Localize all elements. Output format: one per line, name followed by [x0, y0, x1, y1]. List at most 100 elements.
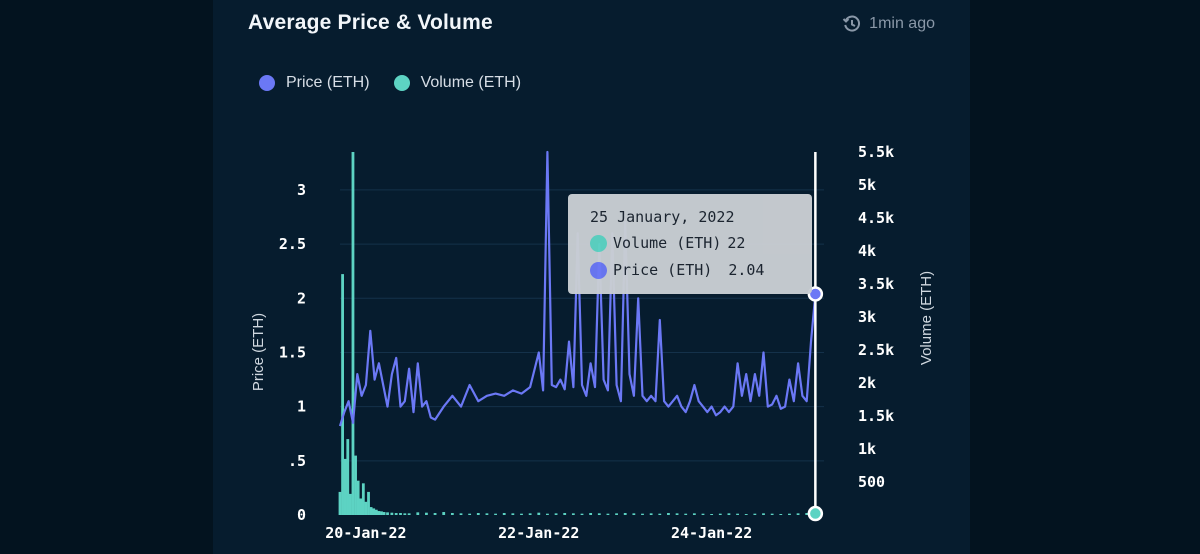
right-tick-label: 1.5k	[858, 407, 894, 425]
tooltip-volume-swatch	[590, 234, 607, 252]
left-tick-label: 2.5	[279, 235, 306, 253]
left-tick-label: 0	[297, 506, 306, 524]
volume-bar	[346, 439, 350, 515]
left-tick-label: 3	[297, 181, 306, 199]
right-tick-label: 4.5k	[858, 209, 894, 227]
volume-bar	[528, 513, 532, 515]
last-updated: 1min ago	[842, 14, 935, 34]
volume-bar	[563, 513, 567, 515]
tooltip-volume-row: Volume (ETH) 22	[590, 234, 745, 252]
price-volume-card: Average Price & Volume 1min ago Price (E…	[213, 0, 970, 554]
right-background	[970, 0, 1200, 554]
volume-bar	[494, 513, 497, 515]
volume-bar	[788, 513, 791, 515]
legend-item-volume[interactable]: Volume (ETH)	[393, 74, 522, 92]
volume-bar	[386, 512, 389, 515]
tooltip-volume-label: Volume (ETH)	[613, 234, 722, 252]
volume-bar	[356, 480, 360, 515]
volume-bar	[407, 513, 411, 515]
right-tick-label: 500	[858, 473, 885, 491]
volume-bar	[369, 507, 373, 515]
volume-bar	[649, 513, 653, 515]
volume-bar	[425, 512, 428, 515]
volume-bar	[736, 513, 739, 515]
volume-bar	[511, 513, 515, 515]
volume-bar	[468, 513, 472, 515]
history-clock-icon	[842, 15, 861, 32]
volume-bar	[359, 498, 363, 515]
volume-bar	[380, 511, 383, 515]
price-line	[338, 150, 817, 427]
cursor-price-marker	[807, 286, 824, 302]
volume-bar	[606, 513, 610, 515]
volume-bar	[744, 514, 748, 515]
legend-item-price[interactable]: Price (ETH)	[259, 74, 370, 92]
volume-bar	[374, 509, 378, 515]
last-updated-text: 1min ago	[869, 15, 935, 32]
price-line-group	[338, 150, 817, 427]
volume-bar	[416, 512, 420, 515]
volume-bar	[546, 513, 549, 515]
tooltip-price-swatch	[590, 261, 607, 279]
volume-bar	[341, 274, 344, 515]
tooltip-date: 25 January, 2022	[590, 208, 735, 226]
volume-bar	[537, 512, 541, 515]
volume-bar	[361, 483, 365, 515]
volume-bar	[589, 513, 593, 515]
volume-bar	[718, 513, 722, 515]
volume-bar	[580, 513, 584, 515]
tooltip-price-row: Price (ETH) 2.04	[590, 261, 764, 279]
x-tick-label: 20-Jan-22	[325, 524, 406, 542]
right-tick-label: 5.5k	[858, 143, 894, 161]
volume-bar	[770, 513, 774, 515]
volume-bar	[351, 152, 355, 515]
left-tick-label: 1.5	[279, 343, 306, 361]
cursor-volume-marker	[807, 505, 824, 522]
volume-bar	[367, 491, 370, 515]
volume-bar	[632, 513, 636, 515]
legend-volume-label: Volume (ETH)	[420, 74, 522, 91]
right-axis-ticks: 500 1k 1.5k 2k 2.5k 3k 3.5k 4k 4.5k 5k 5.5k	[858, 143, 894, 491]
x-tick-label: 22-Jan-22	[498, 524, 579, 542]
right-tick-label: 5k	[858, 176, 876, 194]
right-tick-label: 3k	[858, 308, 876, 326]
volume-bar	[762, 513, 765, 515]
left-axis-title: Price (ETH)	[250, 313, 267, 391]
volume-bar	[805, 513, 809, 515]
volume-bar	[364, 501, 368, 515]
volume-bar	[459, 513, 463, 515]
volume-bar	[554, 513, 558, 515]
tooltip-price-value: 2.04	[728, 261, 765, 279]
volume-bar	[450, 513, 454, 515]
legend-volume-swatch	[393, 75, 410, 91]
left-tick-label: 1	[297, 398, 306, 416]
volume-bar	[394, 513, 398, 515]
volume-bar	[796, 513, 800, 515]
volume-bar	[520, 513, 523, 515]
volume-bar	[701, 513, 705, 515]
volume-bar	[667, 513, 670, 515]
volume-bar	[433, 513, 437, 515]
volume-bar	[343, 458, 347, 515]
left-tick-label: 2	[297, 289, 306, 307]
right-tick-label: 4k	[858, 242, 876, 260]
volume-bar	[372, 508, 376, 515]
right-tick-label: 1k	[858, 440, 876, 458]
volume-bar	[502, 513, 506, 515]
x-axis-ticks: 20-Jan-22 22-Jan-22 24-Jan-22	[325, 524, 752, 542]
volume-bar	[753, 513, 757, 515]
volume-bar	[348, 493, 352, 515]
chart-legend: Price (ETH) Volume (ETH)	[259, 74, 521, 92]
volume-bar	[641, 513, 644, 515]
volume-bar	[442, 512, 446, 515]
volume-bar	[571, 513, 575, 515]
x-tick-label: 24-Jan-22	[671, 524, 752, 542]
right-tick-label: 3.5k	[858, 275, 894, 293]
legend-price-label: Price (ETH)	[286, 74, 370, 91]
left-tick-label: .5	[288, 452, 306, 470]
volume-bar	[710, 514, 714, 515]
hover-tooltip: 25 January, 2022 Volume (ETH) 22 Price (…	[568, 194, 812, 294]
volume-bar	[377, 511, 381, 515]
volume-bar	[779, 514, 783, 515]
card-title: Average Price & Volume	[248, 11, 493, 34]
